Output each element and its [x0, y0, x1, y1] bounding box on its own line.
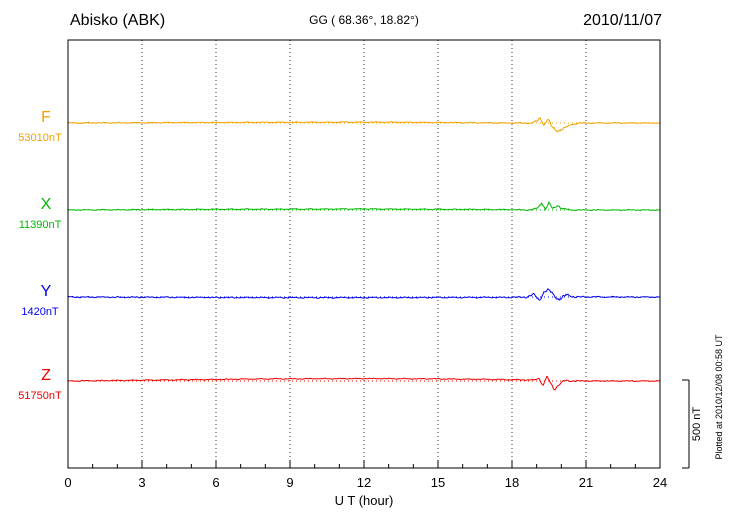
trace-F [67, 116, 661, 133]
x-tick-label-12: 12 [357, 475, 371, 490]
series-letter-Z: Z [41, 367, 51, 384]
trace-Z [68, 375, 660, 391]
series-label-Y: Y 1420nT [21, 283, 59, 318]
series-letter-X: X [41, 196, 52, 213]
series-label-Z: Z 51750nT [18, 367, 62, 402]
series-value-Y: 1420nT [21, 306, 59, 318]
x-tick-label-15: 15 [431, 475, 445, 490]
coordinates-label: GG ( 68.36°, 18.82°) [309, 13, 419, 27]
x-tick-label-0: 0 [64, 475, 71, 490]
plot-timestamp: Plotted at 2010/12/08 00:58 UT [714, 334, 724, 460]
series-value-X: 11390nT [19, 219, 62, 231]
x-tick-label-21: 21 [579, 475, 593, 490]
station-name: Abisko (ABK) [70, 12, 165, 29]
x-tick-label-3: 3 [138, 475, 145, 490]
grid [67, 40, 661, 468]
plot-frame [67, 39, 661, 469]
series-label-F: F 53010nT [18, 109, 62, 144]
trace-Y [67, 288, 661, 301]
x-tick-label-18: 18 [505, 475, 519, 490]
trace-X [67, 200, 660, 212]
x-axis-label: U T (hour) [335, 493, 394, 508]
date-label: 2010/11/07 [583, 12, 662, 29]
x-tick-label-24: 24 [653, 475, 667, 490]
scale-bar-label: 500 nT [691, 407, 703, 442]
series-value-Z: 51750nT [18, 390, 62, 402]
series-label-X: X 11390nT [19, 196, 62, 231]
x-tick-label-6: 6 [212, 475, 219, 490]
series-value-F: 53010nT [18, 132, 62, 144]
scale-bar: 500 nT [682, 379, 703, 469]
traces [67, 116, 661, 391]
series-letter-F: F [41, 109, 51, 126]
series-letter-Y: Y [41, 283, 52, 300]
x-tick-label-9: 9 [286, 475, 293, 490]
